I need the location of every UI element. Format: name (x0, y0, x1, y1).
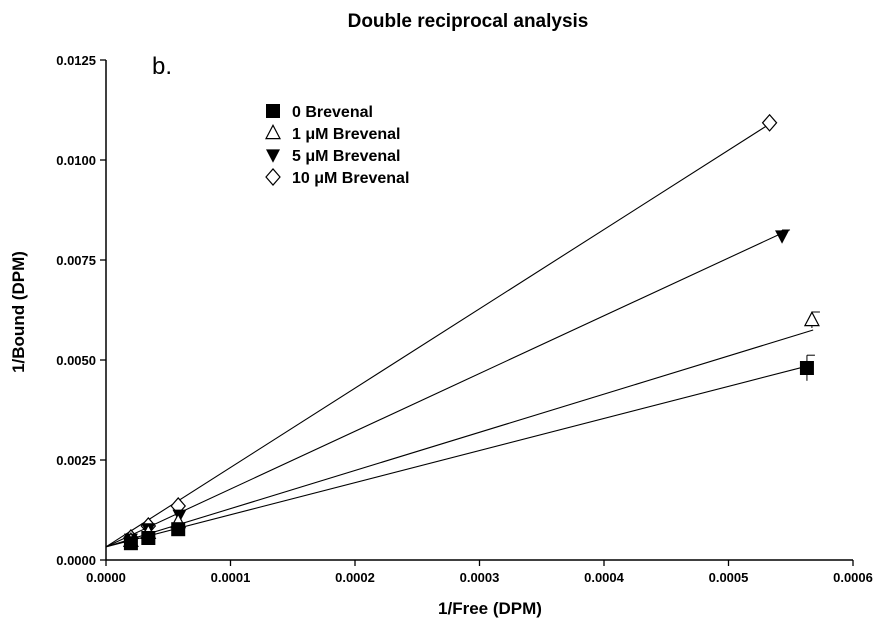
chart-title: Double reciprocal analysis (348, 11, 589, 32)
fit-line (105, 364, 811, 548)
data-point (123, 536, 138, 551)
legend-label: 0 Brevenal (292, 104, 373, 121)
legend-marker (266, 104, 280, 118)
plot-area: 0.0000 0.0001 0.0002 0.0003 0.0004 0.0005 0.00… (56, 53, 873, 585)
y-axis-label: 1/Bound (DPM) (9, 251, 28, 373)
y-tick-label: 0.0000 (56, 553, 96, 568)
x-tick-label: 0.0003 (460, 570, 500, 585)
x-axis-label: 1/Free (DPM) (438, 599, 542, 618)
y-tick-label: 0.0100 (56, 153, 96, 168)
x-tick-label: 0.0006 (833, 570, 873, 585)
y-tick-label: 0.0050 (56, 353, 96, 368)
fit-line (105, 329, 814, 548)
y-tick-label: 0.0075 (56, 253, 96, 268)
legend-label: 5 μM Brevenal (292, 148, 401, 165)
legend: 0 Brevenal 1 μM Brevenal 5 μM Brevenal 10 μ… (265, 104, 409, 187)
y-tick-label: 0.0125 (56, 53, 96, 68)
legend-label: 10 μM Brevenal (292, 170, 409, 187)
fit-line (105, 231, 785, 548)
y-tick-label: 0.0025 (56, 453, 96, 468)
x-tick-label: 0.0001 (211, 570, 251, 585)
data-point (775, 230, 790, 244)
legend-marker (265, 124, 281, 140)
data-point (171, 522, 186, 537)
data-point (141, 531, 156, 545)
panel-label: b. (152, 53, 172, 80)
data-point (799, 361, 814, 375)
legend-marker (265, 168, 281, 186)
fit-line (105, 123, 770, 548)
x-tick-label: 0.0000 (86, 570, 126, 585)
x-tick-label: 0.0002 (335, 570, 375, 585)
x-tick-label: 0.0005 (709, 570, 749, 585)
legend-marker (266, 149, 280, 163)
data-point (803, 311, 820, 327)
x-tick-label: 0.0004 (584, 570, 625, 585)
legend-label: 1 μM Brevenal (292, 126, 401, 143)
data-point (761, 113, 778, 132)
